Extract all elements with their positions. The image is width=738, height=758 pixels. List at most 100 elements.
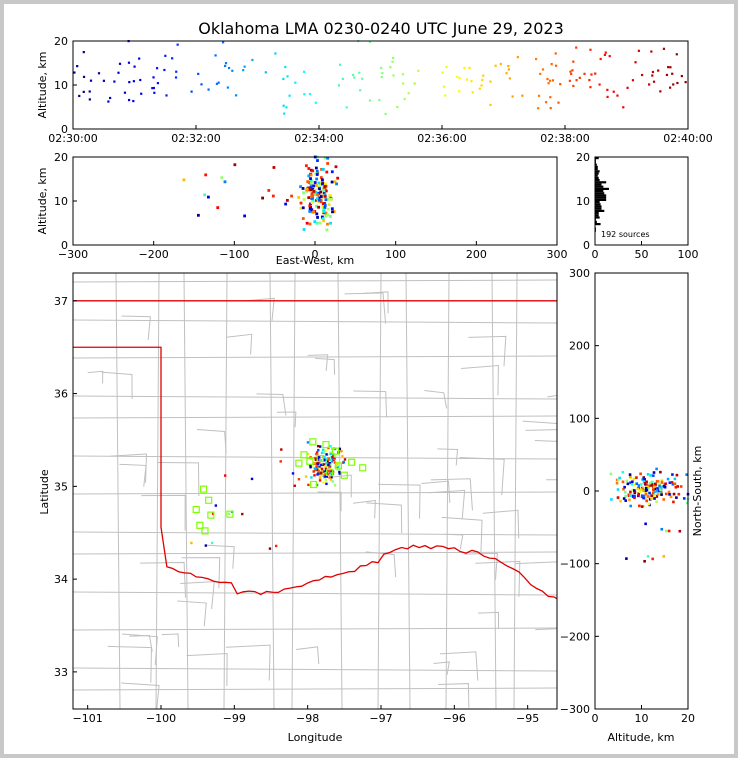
eastwest-altitude-point bbox=[315, 198, 318, 202]
histogram-bar bbox=[595, 198, 607, 201]
time-altitude-point bbox=[139, 78, 142, 82]
altitude-northsouth-point bbox=[672, 492, 676, 496]
altitude-northsouth-point bbox=[644, 489, 648, 492]
altitude-northsouth-point bbox=[637, 484, 641, 487]
altitude-northsouth-point bbox=[630, 482, 634, 486]
altitude-northsouth-point bbox=[644, 522, 647, 526]
time-altitude-point bbox=[622, 106, 625, 109]
time-altitude-point bbox=[575, 46, 578, 49]
northsouth-tick-label: 100 bbox=[569, 412, 590, 425]
county-line bbox=[226, 333, 253, 355]
eastwest-altitude-point bbox=[182, 178, 186, 182]
eastwest-altitude-point bbox=[323, 204, 327, 207]
plan-view-point bbox=[304, 475, 308, 478]
latitude-tick-label: 34 bbox=[54, 573, 68, 586]
altitude-northsouth-point bbox=[673, 477, 677, 481]
county-line bbox=[430, 478, 473, 511]
altitude-northsouth-panel: 0 10 20 −300 −200 −100 0 100 200 300 Altitude, km… bbox=[560, 267, 704, 744]
eastwest-altitude-point bbox=[308, 204, 312, 208]
plan-view-point bbox=[324, 465, 327, 468]
time-altitude-point bbox=[314, 101, 317, 104]
time-altitude-point bbox=[559, 83, 562, 86]
eastwest-altitude-point bbox=[323, 206, 327, 209]
time-altitude-point bbox=[197, 72, 200, 76]
time-altitude-point bbox=[482, 74, 485, 77]
time-altitude-point bbox=[648, 83, 651, 86]
time-altitude-point bbox=[107, 100, 110, 103]
altitude-northsouth-point bbox=[668, 493, 671, 496]
county-line bbox=[437, 448, 459, 466]
altitude-northsouth-point bbox=[629, 490, 632, 494]
plan-view-point bbox=[214, 504, 218, 507]
time-altitude-point bbox=[554, 52, 557, 55]
county-line bbox=[468, 335, 507, 367]
plan-view-point bbox=[317, 470, 321, 473]
time-altitude-point bbox=[626, 86, 629, 89]
county-line bbox=[365, 551, 397, 578]
northsouth-tick-label: 0 bbox=[583, 485, 590, 498]
time-altitude-point bbox=[175, 70, 178, 73]
time-altitude-point bbox=[88, 98, 91, 101]
eastwest-altitude-point bbox=[321, 202, 325, 206]
time-altitude-point bbox=[359, 89, 362, 92]
altitude-northsouth-point bbox=[652, 488, 655, 492]
time-altitude-point bbox=[537, 94, 541, 97]
eastwest-altitude-point bbox=[326, 207, 330, 211]
altitude-northsouth-point bbox=[636, 487, 639, 491]
eastwest-altitude-point bbox=[305, 187, 309, 191]
plan-view-point bbox=[323, 473, 327, 476]
time-altitude-point bbox=[463, 66, 466, 70]
time-altitude-point bbox=[489, 103, 492, 107]
eastwest-altitude-point bbox=[314, 190, 318, 194]
time-altitude-point bbox=[231, 69, 234, 72]
time-altitude-point bbox=[242, 69, 245, 72]
altitude-northsouth-point bbox=[642, 476, 646, 479]
plan-view-point bbox=[328, 464, 332, 467]
time-altitude-point bbox=[294, 81, 297, 84]
plan-view-point bbox=[322, 451, 326, 454]
eastwest-altitude-point bbox=[233, 163, 237, 167]
time-altitude-point bbox=[102, 79, 106, 82]
county-line bbox=[87, 370, 104, 384]
plan-view-point bbox=[338, 470, 341, 474]
county-line bbox=[122, 633, 158, 665]
time-altitude-point bbox=[338, 63, 342, 66]
time-altitude-point bbox=[97, 72, 101, 75]
altitude-northsouth-point bbox=[645, 480, 648, 484]
altitude-northsouth-point bbox=[660, 527, 664, 531]
altitude-northsouth-point bbox=[655, 500, 658, 504]
time-altitude-point bbox=[401, 73, 404, 76]
time-altitude-point bbox=[547, 82, 550, 85]
altitude-northsouth-point bbox=[637, 492, 641, 495]
plan-view-point bbox=[241, 512, 244, 516]
time-altitude-point bbox=[302, 70, 306, 73]
plan-view-point bbox=[321, 473, 324, 477]
time-altitude-point bbox=[217, 81, 220, 84]
histogram-bar bbox=[595, 176, 599, 179]
eastwest-altitude-point bbox=[299, 206, 303, 210]
plan-view-point bbox=[318, 467, 321, 470]
time-altitude-point bbox=[578, 76, 581, 79]
eastwest-tick-label: −100 bbox=[219, 248, 249, 261]
time-altitude-point bbox=[534, 57, 538, 61]
eastwest-altitude-point bbox=[327, 203, 331, 207]
eastwest-altitude-point bbox=[302, 228, 306, 231]
time-altitude-point bbox=[283, 112, 286, 115]
altitude-northsouth-point bbox=[630, 494, 634, 498]
time-altitude-point bbox=[465, 78, 469, 81]
eastwest-altitude-point bbox=[315, 221, 319, 225]
station-marker bbox=[300, 451, 308, 459]
county-line bbox=[156, 462, 200, 497]
eastwest-altitude-point bbox=[321, 205, 325, 209]
eastwest-altitude-point bbox=[309, 173, 313, 177]
altitude-northsouth-point bbox=[682, 497, 686, 500]
plan-view-point bbox=[310, 476, 313, 479]
plan-view-point bbox=[330, 476, 333, 479]
time-altitude-point bbox=[549, 106, 552, 110]
time-altitude-point bbox=[507, 68, 510, 71]
time-altitude-point bbox=[303, 93, 306, 96]
time-altitude-point bbox=[675, 53, 678, 56]
county-line bbox=[276, 411, 297, 428]
time-altitude-point bbox=[223, 64, 227, 68]
